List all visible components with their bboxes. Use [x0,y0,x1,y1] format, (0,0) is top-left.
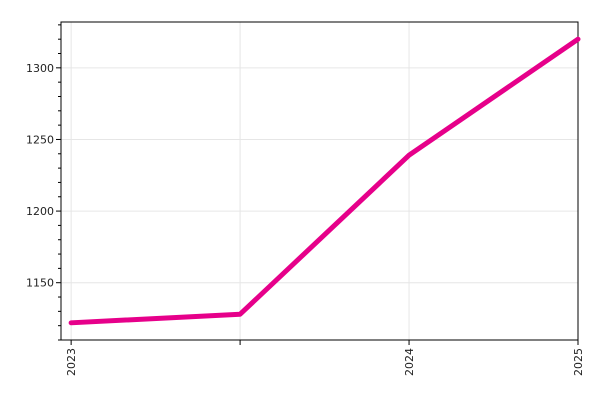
series-line [68,36,581,326]
plot-frame [60,21,579,341]
y-tick-label: 1300 [26,62,54,75]
y-tick-label: 1200 [26,205,54,218]
x-tick-label: 2024 [403,348,416,376]
series-group [68,36,581,326]
y-axis-ticks: 1150 1200 1250 1300 [26,62,61,290]
x-axis-ticks: 2023 2024 2025 [65,340,585,376]
x-tick-label: 2025 [572,348,585,376]
y-tick-label: 1250 [26,133,54,146]
y-tick-label: 1150 [26,277,54,290]
y-minor-ticks [58,24,61,341]
gridlines [61,22,579,340]
x-tick-label: 2023 [65,348,78,376]
